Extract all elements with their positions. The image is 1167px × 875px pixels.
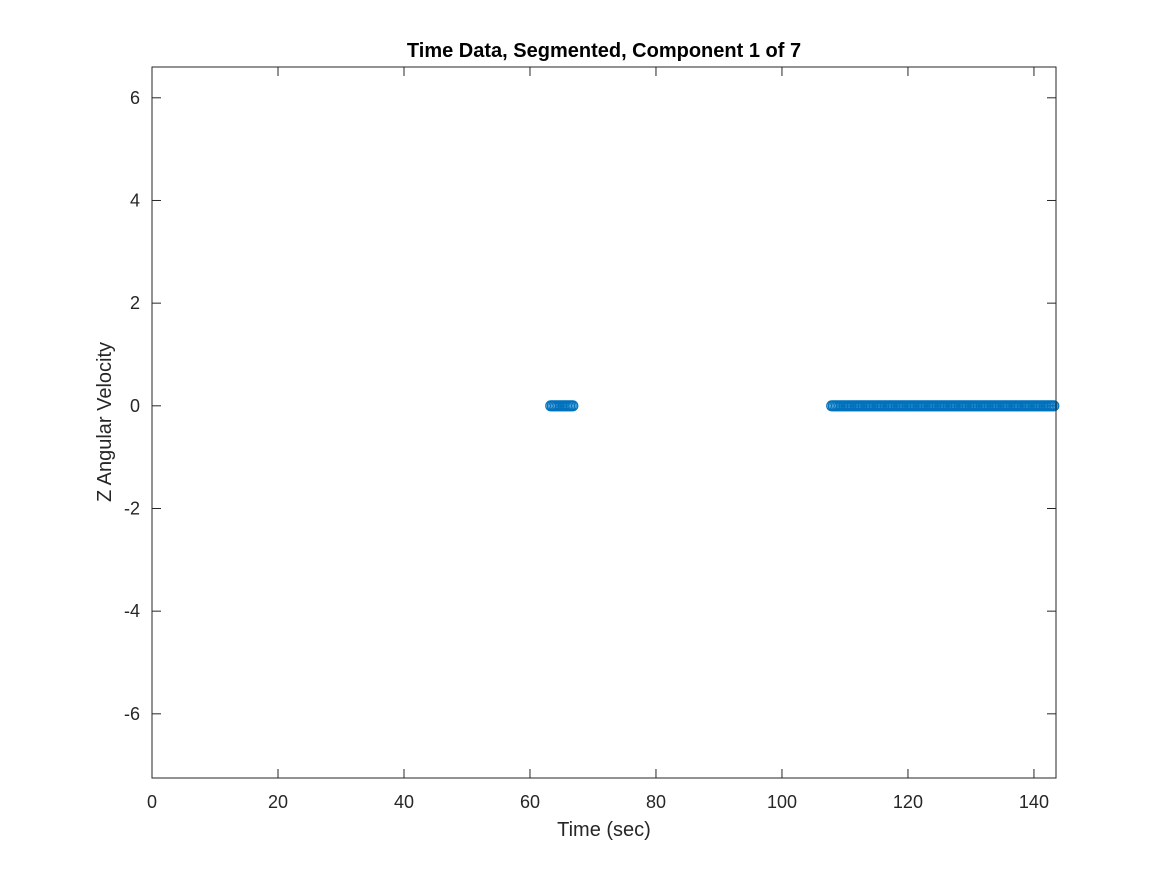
x-tick-label: 100	[767, 792, 797, 812]
x-axis-label: Time (sec)	[557, 819, 651, 841]
plot-frame	[151, 66, 1057, 779]
x-tick-label: 120	[893, 792, 923, 812]
data-point	[1048, 400, 1060, 412]
x-tick-label: 60	[520, 792, 540, 812]
plot-area	[152, 67, 1056, 778]
y-tick-label: 4	[130, 190, 140, 210]
x-tick-label: 80	[646, 792, 666, 812]
y-tick-label: -6	[124, 704, 140, 724]
chart-title: Time Data, Segmented, Component 1 of 7	[407, 40, 801, 62]
data-point	[567, 400, 579, 412]
data-points	[545, 400, 1060, 412]
x-tick-label: 140	[1019, 792, 1049, 812]
x-tick-label: 20	[268, 792, 288, 812]
y-tick-label: 2	[130, 293, 140, 313]
x-tick-label: 0	[147, 792, 157, 812]
tick-marks	[151, 67, 1056, 778]
y-tick-label: -2	[124, 498, 140, 518]
x-tick-labels: 0 20 40 60 80 100 120 140	[147, 792, 1049, 812]
y-axis-label: Z Angular Velocity	[94, 342, 116, 502]
x-tick-label: 40	[394, 792, 414, 812]
y-tick-label: 0	[130, 396, 140, 416]
y-tick-labels: -6 -4 -2 0 2 4 6	[124, 88, 140, 724]
y-tick-label: 6	[130, 88, 140, 108]
y-tick-label: -4	[124, 601, 140, 621]
